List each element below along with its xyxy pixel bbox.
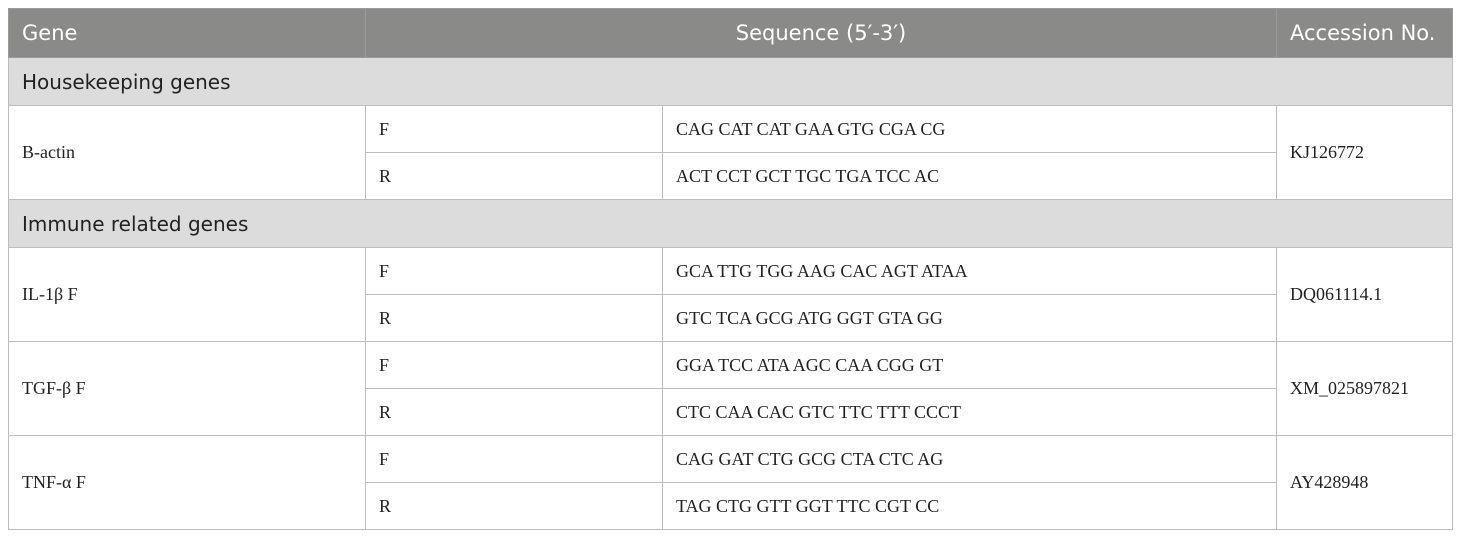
accession-number: DQ061114.1	[1276, 247, 1454, 342]
primer-sequence: ACT CCT GCT TGC TGA TCC AC	[661, 152, 1278, 200]
section-title: Housekeeping genes	[7, 57, 1454, 106]
section-row: Immune related genes	[7, 199, 1454, 248]
primer-sequence: CAG CAT CAT GAA GTG CGA CG	[661, 105, 1278, 153]
gene-name: IL-1β F	[8, 247, 366, 342]
accession-number: AY428948	[1276, 435, 1454, 530]
header-accession: Accession No.	[1276, 8, 1454, 58]
primer-direction: F	[365, 435, 663, 483]
primer-sequence: CTC CAA CAC GTC TTC TTT CCCT	[661, 388, 1278, 436]
table-row: R GTC TCA GCG ATG GGT GTA GG	[9, 294, 1453, 342]
primer-sequence: TAG CTG GTT GGT TTC CGT CC	[661, 482, 1278, 530]
primer-direction: F	[365, 341, 663, 389]
primer-sequence: GTC TCA GCG ATG GGT GTA GG	[661, 294, 1278, 342]
header-gene: Gene	[8, 8, 366, 58]
primer-direction: F	[365, 247, 663, 295]
gene-name: TGF-β F	[8, 341, 366, 436]
table-row: B-actin F CAG CAT CAT GAA GTG CGA CG KJ1…	[8, 105, 1454, 200]
gene-name: TNF-α F	[8, 435, 366, 530]
primer-table: Gene Sequence (5′-3′) Accession No. Hous…	[7, 8, 1454, 530]
table-row: R CTC CAA CAC GTC TTC TTT CCCT	[9, 388, 1453, 436]
section-title: Immune related genes	[7, 199, 1454, 248]
accession-number: KJ126772	[1276, 105, 1454, 200]
accession-number: XM_025897821	[1276, 341, 1454, 436]
primer-direction: R	[365, 388, 663, 436]
table-row: TGF-β F F GGA TCC ATA AGC CAA CGG GT XM_…	[8, 341, 1454, 436]
table-row: R ACT CCT GCT TGC TGA TCC AC	[9, 152, 1453, 200]
primer-direction: R	[365, 482, 663, 530]
primer-direction: F	[365, 105, 663, 153]
primer-table-container: Gene Sequence (5′-3′) Accession No. Hous…	[7, 8, 1454, 530]
primer-sequence: GGA TCC ATA AGC CAA CGG GT	[661, 341, 1278, 389]
primer-sequence: GCA TTG TGG AAG CAC AGT ATAA	[661, 247, 1278, 295]
table-header-row: Gene Sequence (5′-3′) Accession No.	[8, 8, 1454, 58]
table-row: R TAG CTG GTT GGT TTC CGT CC	[9, 482, 1453, 530]
table-row: TNF-α F F CAG GAT CTG GCG CTA CTC AG AY4…	[8, 435, 1454, 530]
table-row: IL-1β F F GCA TTG TGG AAG CAC AGT ATAA D…	[8, 247, 1454, 342]
primer-direction: R	[365, 152, 663, 200]
gene-name: B-actin	[8, 105, 366, 200]
primer-direction: R	[365, 294, 663, 342]
section-row: Housekeeping genes	[7, 57, 1454, 106]
header-sequence: Sequence (5′-3′)	[364, 8, 1278, 58]
primer-sequence: CAG GAT CTG GCG CTA CTC AG	[661, 435, 1278, 483]
